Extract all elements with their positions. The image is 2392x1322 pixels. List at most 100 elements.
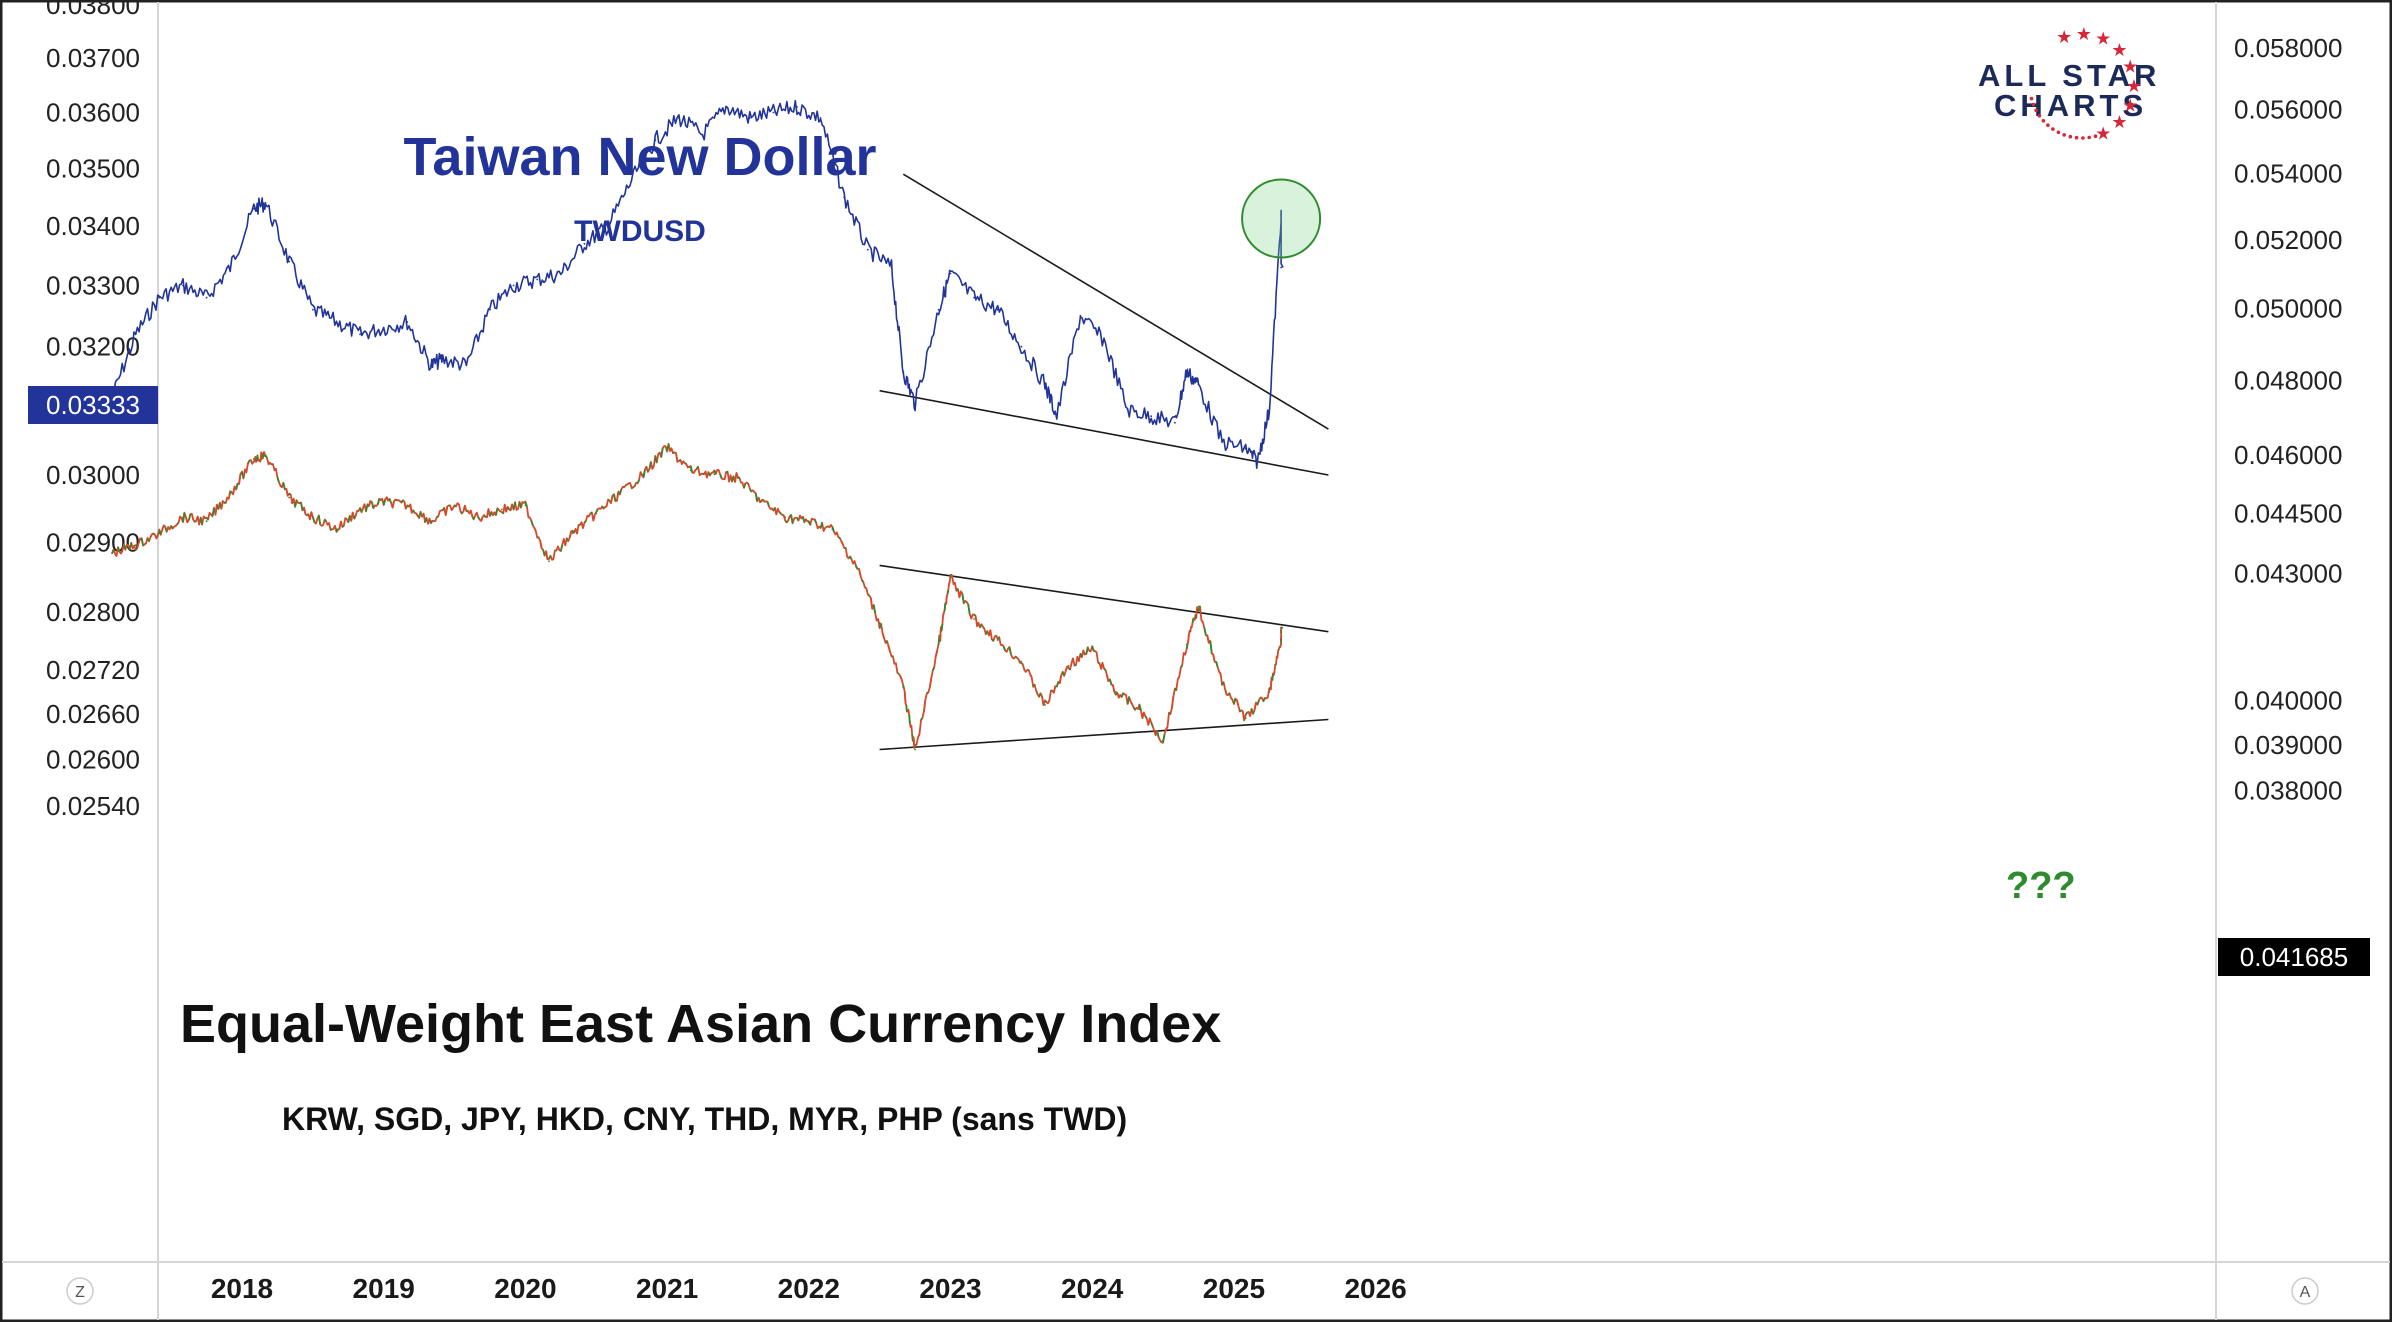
index-segment — [976, 622, 980, 627]
index-point — [1044, 704, 1046, 706]
index-segment — [1165, 726, 1169, 730]
index-segment — [456, 502, 460, 506]
index-segment — [300, 502, 304, 511]
index-segment — [834, 531, 838, 535]
last-price-left-label: 0.03333 — [46, 390, 140, 420]
index-segment — [131, 545, 136, 549]
trendlines — [879, 173, 1329, 751]
index-segment — [562, 538, 567, 546]
index-segment — [583, 520, 587, 524]
twdusd-point — [489, 308, 491, 311]
index-segment — [421, 513, 425, 518]
index-segment — [1227, 692, 1231, 696]
corner-right-button[interactable]: A — [2291, 1277, 2319, 1305]
index-segment — [846, 556, 850, 559]
index-segment — [887, 645, 891, 652]
index-segment — [1239, 709, 1242, 713]
index-point — [430, 520, 432, 523]
index-segment — [604, 505, 607, 508]
index-point — [949, 576, 952, 579]
index-segment — [678, 459, 681, 462]
index-segment — [335, 529, 339, 533]
plot-area — [111, 99, 1329, 751]
corner-left-button[interactable]: Z — [66, 1277, 94, 1305]
right-axis-tick-0: 0.058000 — [2234, 33, 2342, 63]
index-segment — [1023, 669, 1027, 673]
index-segment — [489, 511, 493, 517]
index-segment — [135, 547, 138, 551]
index-segment — [1147, 718, 1151, 726]
logo-dot — [2087, 135, 2091, 140]
index-segment — [288, 492, 292, 496]
logo-star: ★ — [2122, 57, 2138, 78]
twdusd-point — [1256, 460, 1259, 463]
x-axis-tick-2019: 2019 — [353, 1273, 415, 1304]
index-point — [312, 516, 314, 519]
twdusd-point — [583, 242, 586, 245]
right-axis-tick-5: 0.048000 — [2234, 365, 2342, 395]
right-axis-tick-1: 0.056000 — [2234, 95, 2342, 125]
twdusd-point — [430, 364, 432, 367]
twdusd-point — [1055, 415, 1058, 418]
index-segment — [326, 522, 330, 526]
index-segment — [770, 507, 773, 510]
index-point — [1067, 664, 1070, 667]
index-point — [1138, 708, 1141, 711]
index-segment — [462, 505, 466, 512]
twdusd-point — [465, 364, 468, 367]
index-segment — [330, 528, 333, 531]
index-segment — [1076, 656, 1080, 662]
index-segment — [645, 466, 649, 473]
index-segment — [970, 614, 974, 619]
index-segment — [173, 525, 176, 528]
index-segment — [840, 540, 844, 545]
index-segment — [994, 634, 997, 638]
index-point — [335, 528, 338, 531]
index-segment — [524, 501, 528, 507]
index-segment — [943, 603, 947, 611]
index-segment — [144, 542, 147, 546]
title-twd: Taiwan New Dollar — [403, 127, 876, 187]
index-segment — [309, 511, 313, 520]
logo-star: ★ — [2076, 24, 2092, 45]
twdusd-point — [536, 278, 539, 281]
index-segment — [1058, 675, 1063, 684]
index-point — [760, 500, 763, 503]
index-segment — [1236, 699, 1240, 706]
index-segment — [247, 460, 251, 465]
logo-star: ★ — [2122, 96, 2138, 117]
index-segment — [1106, 675, 1110, 682]
index-segment — [595, 508, 599, 513]
x-axis-tick-2018: 2018 — [211, 1273, 273, 1304]
index-segment — [837, 536, 841, 539]
index-segment — [692, 470, 696, 474]
x-axis-tick-2024: 2024 — [1061, 1273, 1124, 1304]
index-segment — [1171, 696, 1175, 709]
index-segment — [1115, 692, 1119, 696]
index-segment — [861, 579, 865, 583]
index-segment — [996, 636, 1000, 640]
index-segment — [1187, 634, 1190, 643]
index-segment — [1132, 706, 1136, 711]
index-segment — [120, 550, 124, 554]
index-segment — [1271, 673, 1274, 681]
index-segment — [1244, 712, 1248, 716]
index-segment — [1206, 635, 1210, 643]
index-segment — [884, 640, 888, 644]
twdusd-point — [902, 370, 905, 373]
index-segment — [471, 516, 475, 520]
index-segment — [303, 507, 307, 515]
right-price-axis: 0.058000 0.056000 0.054000 0.052000 0.050000… — [2234, 33, 2342, 806]
twdusd-point — [158, 296, 161, 299]
index-segment — [1159, 739, 1163, 743]
index-segment — [793, 517, 796, 520]
index-segment — [876, 618, 879, 622]
logo-dot — [2029, 96, 2034, 101]
highlight-ring — [1241, 178, 1322, 259]
index-point — [973, 618, 975, 620]
index-segment — [1196, 606, 1199, 610]
index-segment — [917, 733, 921, 738]
index-segment — [766, 501, 770, 507]
index-segment — [906, 709, 910, 712]
index-segment — [869, 597, 874, 610]
